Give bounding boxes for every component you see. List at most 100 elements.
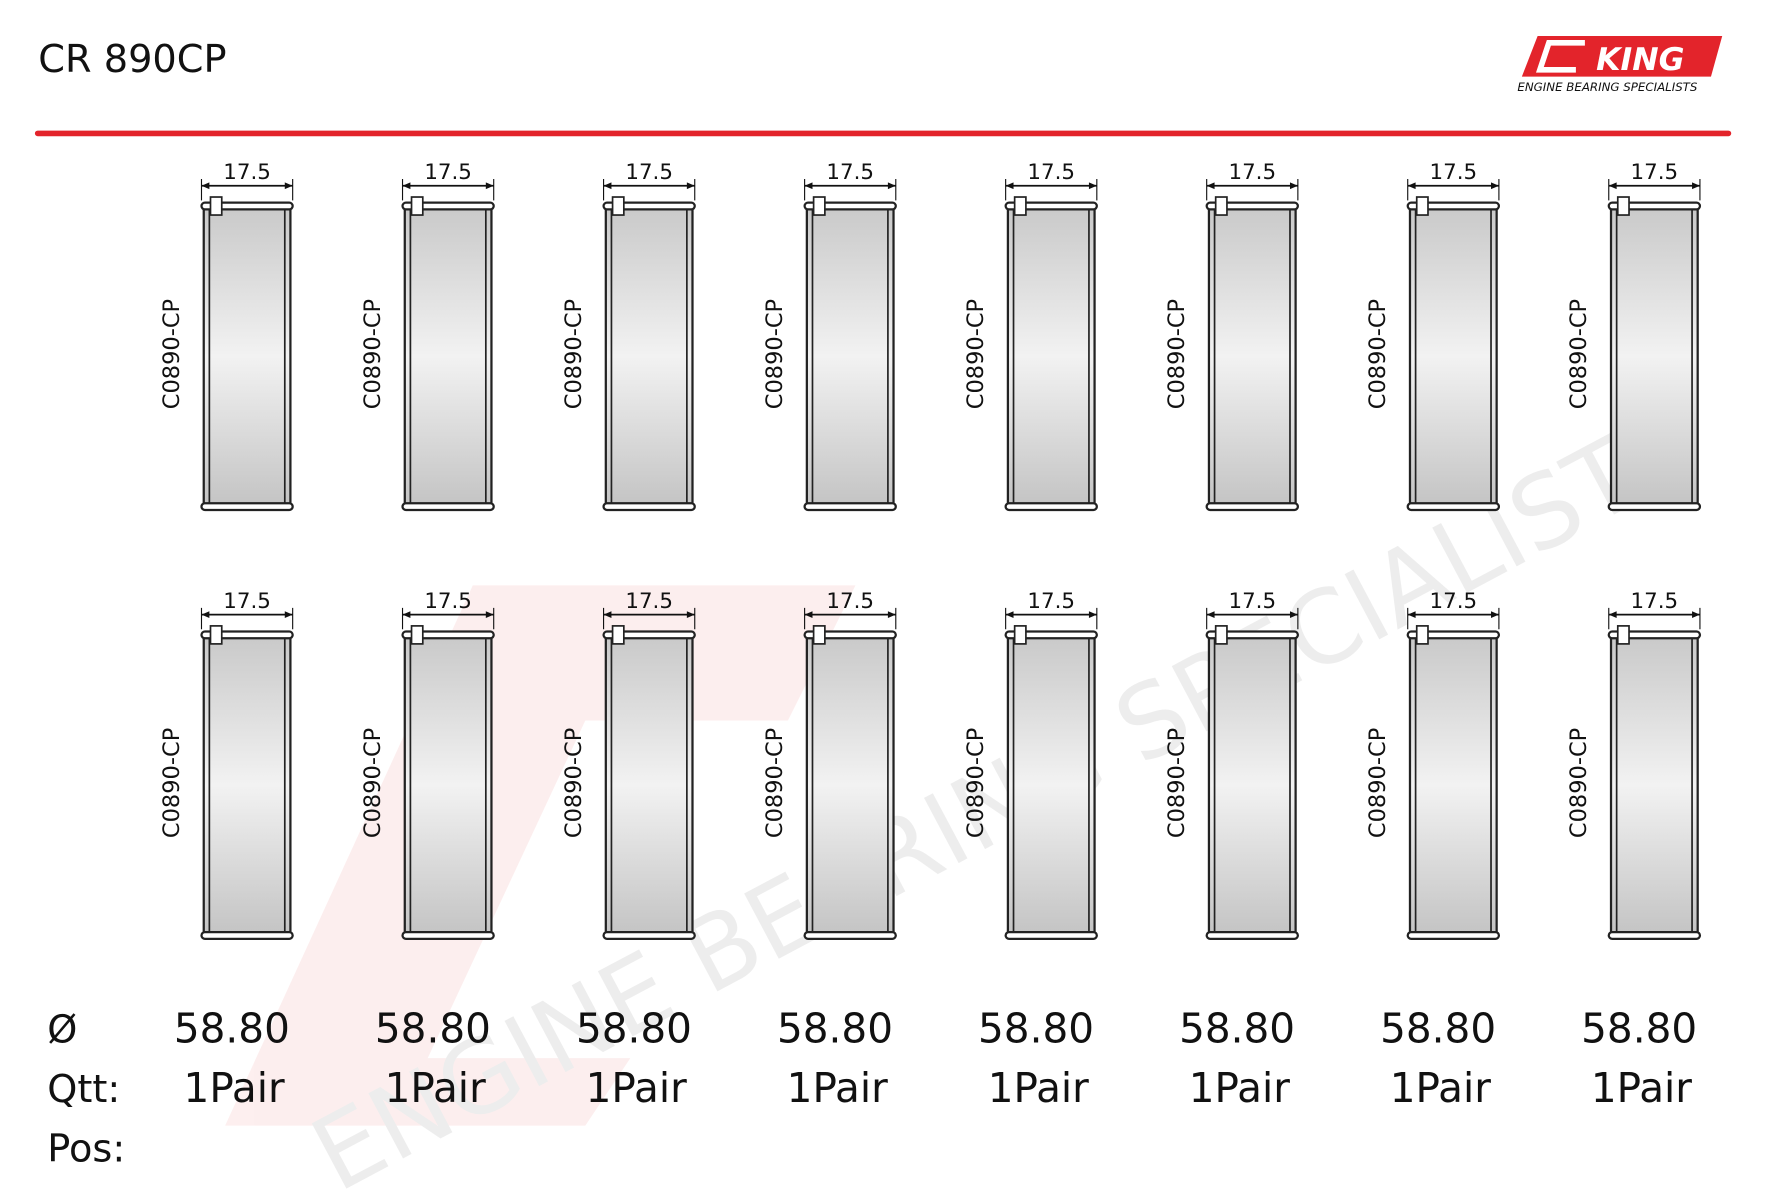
part-label: C0890-CP [963, 728, 989, 838]
bearing-shell [202, 634, 292, 936]
locating-tab [209, 625, 223, 645]
part-label: C0890-CP [963, 299, 989, 409]
header-rule [34, 130, 1732, 137]
part-label: C0890-CP [159, 728, 185, 838]
bearing-lip [1004, 630, 1098, 640]
locating-tab [1616, 196, 1630, 216]
row-label: Ø [47, 1007, 77, 1052]
bearing-lip [200, 201, 294, 211]
bearing: 17.5 C0890-CP [963, 589, 1098, 940]
bearing-lip [1004, 502, 1098, 512]
bearing-lip [1205, 201, 1299, 211]
bearing-lip [1205, 630, 1299, 640]
quantity: 1Pair [1189, 1064, 1290, 1112]
part-label: C0890-CP [360, 299, 386, 409]
bearing-lip [803, 930, 897, 940]
bearing-shell [1609, 206, 1699, 507]
dimension-label: 17.5 [625, 160, 673, 185]
part-label: C0890-CP [159, 299, 185, 409]
bearing-shell [1006, 634, 1096, 936]
bearing-lip [1406, 930, 1501, 940]
bearing-shell [805, 206, 895, 507]
bearing-shell [604, 634, 694, 936]
dimension-label: 17.5 [1228, 160, 1276, 185]
quantity: 1Pair [1390, 1064, 1491, 1112]
part-label: C0890-CP [762, 728, 788, 838]
bearing-shell [1006, 206, 1096, 507]
dimension-label: 17.5 [1631, 589, 1679, 614]
locating-tab [611, 625, 625, 645]
dimension-label: 17.5 [1631, 160, 1679, 185]
locating-tab [1214, 196, 1228, 216]
bearing: 17.5 C0890-CP [360, 160, 495, 512]
bearing-shell [1207, 206, 1297, 507]
locating-tab [1616, 625, 1630, 645]
dimension-label: 17.5 [1027, 160, 1075, 185]
diameter: 58.80 [777, 1004, 893, 1052]
bearing-lip [1205, 930, 1299, 940]
part-label: C0890-CP [1164, 299, 1190, 409]
bearing-lip [401, 502, 495, 512]
row-label: Qtt: [47, 1067, 120, 1112]
bearing-lip [200, 502, 294, 512]
bearing-shell [202, 206, 292, 507]
part-label: C0890-CP [561, 299, 587, 409]
dimension-label: 17.5 [223, 589, 271, 614]
bearing-lip [401, 201, 495, 211]
bearing: 17.5 C0890-CP [1164, 160, 1299, 512]
bearing: 17.5 C0890-CP [1365, 160, 1501, 512]
bearing: 17.5 C0890-CP [1365, 589, 1501, 940]
locating-tab [1214, 625, 1228, 645]
quantity: 1Pair [1591, 1064, 1692, 1112]
bearing-lip [1607, 930, 1702, 940]
row-label: Pos: [47, 1127, 125, 1172]
part-label: C0890-CP [360, 728, 386, 838]
locating-tab [209, 196, 223, 216]
bearing-lip [1205, 502, 1299, 512]
bearing-lip [1004, 201, 1098, 211]
part-label: C0890-CP [762, 299, 788, 409]
bearing-lip [401, 930, 495, 940]
bearing: 17.5 C0890-CP [159, 160, 294, 512]
bearing-shell [403, 634, 493, 936]
locating-tab [812, 196, 826, 216]
locating-tab [410, 625, 424, 645]
bearing: 17.5 C0890-CP [1566, 160, 1702, 512]
watermark-shape [225, 585, 856, 1126]
bearing-lip [1004, 930, 1098, 940]
dimension-label: 17.5 [1430, 589, 1478, 614]
part-label: C0890-CP [1365, 299, 1391, 409]
quantity: 1Pair [385, 1064, 486, 1112]
bearing-lip [803, 502, 897, 512]
dimension-label: 17.5 [826, 589, 874, 614]
bearing-lip [200, 930, 294, 940]
bearing: 17.5 C0890-CP [159, 589, 294, 940]
logo-tagline: ENGINE BEARING SPECIALISTS [1517, 80, 1698, 94]
bearing-lip [602, 502, 696, 512]
locating-tab [1415, 625, 1429, 645]
dimension-label: 17.5 [1228, 589, 1276, 614]
bearing-lip [1607, 630, 1702, 640]
bearing-lip [1406, 630, 1501, 640]
dimension-label: 17.5 [223, 160, 271, 185]
bearing-lip [200, 630, 294, 640]
quantity: 1Pair [988, 1064, 1089, 1112]
bearing-shell [604, 206, 694, 507]
diameter: 58.80 [1380, 1004, 1496, 1052]
dimension-label: 17.5 [1430, 160, 1478, 185]
locating-tab [812, 625, 826, 645]
dimension-label: 17.5 [424, 589, 472, 614]
part-label: C0890-CP [1566, 299, 1592, 409]
locating-tab [1415, 196, 1429, 216]
diameter: 58.80 [978, 1004, 1094, 1052]
bearing-lip [1406, 201, 1501, 211]
bearing-shell [1408, 206, 1498, 507]
bearing-lip [803, 201, 897, 211]
locating-tab [1013, 625, 1027, 645]
diameter: 58.80 [576, 1004, 692, 1052]
dimension-label: 17.5 [424, 160, 472, 185]
diameter: 58.80 [1581, 1004, 1697, 1052]
logo: KING ENGINE BEARING SPECIALISTS [1517, 36, 1723, 94]
bearing: 17.5 C0890-CP [1566, 589, 1702, 940]
